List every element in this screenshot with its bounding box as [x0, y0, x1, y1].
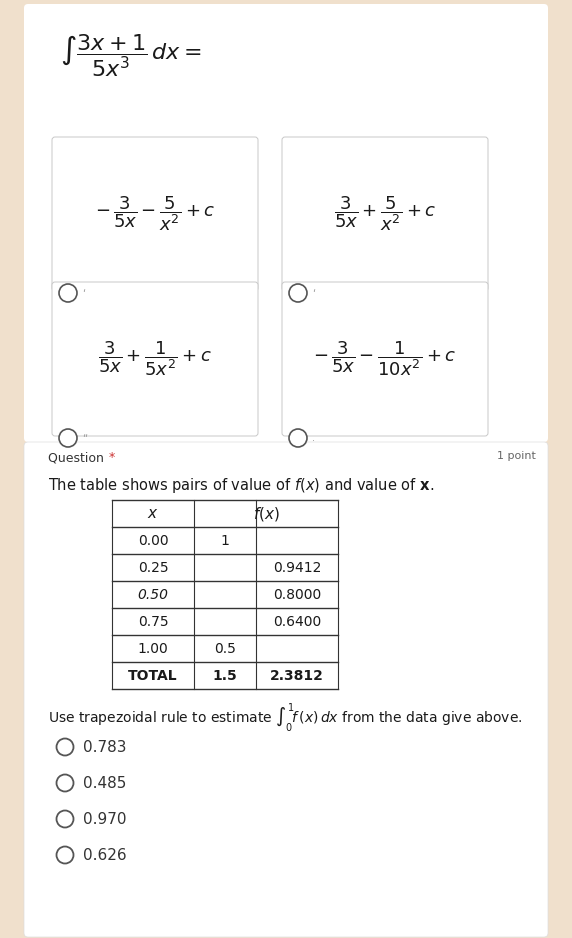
Text: Use trapezoidal rule to estimate $\int_{0}^{1}\!f\,(x)\,dx$ from the data give a: Use trapezoidal rule to estimate $\int_{…: [48, 701, 523, 734]
Text: “: “: [82, 433, 87, 443]
FancyBboxPatch shape: [282, 282, 488, 436]
Text: $\dfrac{3}{5x} + \dfrac{5}{x^2} + c$: $\dfrac{3}{5x} + \dfrac{5}{x^2} + c$: [334, 194, 436, 234]
Circle shape: [289, 284, 307, 302]
Text: TOTAL: TOTAL: [128, 669, 178, 683]
Text: ‘: ‘: [82, 288, 85, 298]
Text: $-\,\dfrac{3}{5x} - \dfrac{1}{10x^2} + c$: $-\,\dfrac{3}{5x} - \dfrac{1}{10x^2} + c…: [313, 340, 456, 378]
Circle shape: [289, 429, 307, 447]
Text: 0.6400: 0.6400: [273, 614, 321, 628]
Text: 0.75: 0.75: [138, 614, 168, 628]
Text: Question: Question: [48, 451, 108, 464]
Circle shape: [57, 846, 73, 864]
Text: 0.970: 0.970: [83, 811, 126, 826]
Text: $f(x)$: $f(x)$: [253, 505, 280, 522]
FancyBboxPatch shape: [24, 442, 548, 937]
Text: 0.485: 0.485: [83, 776, 126, 791]
Text: 0.5: 0.5: [214, 642, 236, 656]
Text: 1.5: 1.5: [213, 669, 237, 683]
Text: The table shows pairs of value of $\mathit{f(x)}$ and value of $\mathbf{x}$.: The table shows pairs of value of $\math…: [48, 476, 434, 495]
FancyBboxPatch shape: [52, 282, 258, 436]
Text: 1: 1: [221, 534, 229, 548]
Text: $\int \dfrac{3x+1}{5x^3}\,dx =$: $\int \dfrac{3x+1}{5x^3}\,dx =$: [60, 32, 201, 79]
FancyBboxPatch shape: [24, 4, 548, 442]
Text: .: .: [312, 433, 315, 443]
Text: 0.50: 0.50: [137, 587, 169, 601]
Text: 0.8000: 0.8000: [273, 587, 321, 601]
Circle shape: [57, 810, 73, 827]
Text: 0.626: 0.626: [83, 848, 126, 863]
Text: $\dfrac{3}{5x} + \dfrac{1}{5x^2} + c$: $\dfrac{3}{5x} + \dfrac{1}{5x^2} + c$: [98, 340, 212, 378]
Text: $x$: $x$: [147, 507, 159, 521]
Text: *: *: [109, 451, 115, 464]
FancyBboxPatch shape: [52, 137, 258, 291]
Circle shape: [57, 775, 73, 792]
Text: 0.9412: 0.9412: [273, 561, 321, 574]
Text: 0.25: 0.25: [138, 561, 168, 574]
FancyBboxPatch shape: [282, 137, 488, 291]
Text: 0.783: 0.783: [83, 739, 126, 754]
Circle shape: [59, 284, 77, 302]
Circle shape: [57, 738, 73, 755]
Text: 1.00: 1.00: [138, 642, 168, 656]
Text: 2.3812: 2.3812: [270, 669, 324, 683]
Text: 1 point: 1 point: [497, 451, 536, 461]
Text: $-\,\dfrac{3}{5x} - \dfrac{5}{x^2} + c$: $-\,\dfrac{3}{5x} - \dfrac{5}{x^2} + c$: [95, 194, 215, 234]
Text: 0.00: 0.00: [138, 534, 168, 548]
Text: ‘: ‘: [312, 288, 315, 298]
Circle shape: [59, 429, 77, 447]
